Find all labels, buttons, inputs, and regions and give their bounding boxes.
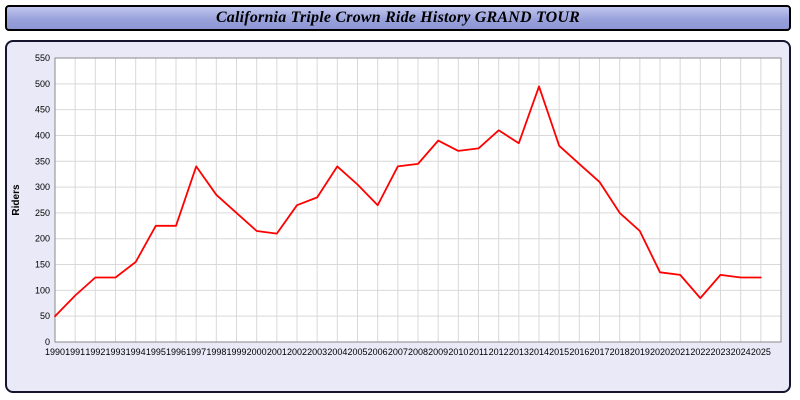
x-tick-label: 2020 — [650, 347, 670, 357]
x-tick-label: 2012 — [489, 347, 509, 357]
plot-border — [54, 57, 782, 343]
x-tick-label: 2025 — [751, 347, 771, 357]
x-tick-label: 2017 — [589, 347, 609, 357]
x-tick-label: 2007 — [388, 347, 408, 357]
x-tick-label: 2011 — [469, 347, 488, 357]
x-tick-label: 2005 — [347, 347, 367, 357]
y-tick-label: 250 — [35, 208, 50, 218]
x-tick-label: 2023 — [710, 347, 730, 357]
x-tick-label: 1996 — [166, 347, 186, 357]
y-tick-label: 400 — [35, 130, 50, 140]
x-tick-label: 2019 — [630, 347, 650, 357]
y-tick-label: 150 — [35, 260, 50, 270]
x-tick-label: 1999 — [226, 347, 246, 357]
y-tick-label: 0 — [45, 337, 50, 347]
x-tick-label: 2000 — [247, 347, 267, 357]
chart-panel: 0 50 100 150 200 250 300 350 400 450 500 550 1990 199… — [5, 40, 791, 393]
y-tick-label: 500 — [35, 79, 50, 89]
y-tick-label: 200 — [35, 234, 50, 244]
x-tick-label: 2022 — [690, 347, 710, 357]
x-tick-label: 2021 — [670, 347, 690, 357]
x-tick-label: 2008 — [408, 347, 428, 357]
x-tick-label: 2006 — [368, 347, 388, 357]
x-tick-label: 2018 — [610, 347, 630, 357]
data-line-riders — [54, 85, 762, 318]
x-tick-label: 2016 — [569, 347, 589, 357]
window-title: California Triple Crown Ride History GRA… — [215, 9, 581, 26]
x-tick-label: 2002 — [287, 347, 307, 357]
x-tick-label: 1995 — [146, 347, 166, 357]
x-tick-label: 2009 — [428, 347, 448, 357]
x-tick-label: 2013 — [509, 347, 529, 357]
x-tick-label: 2014 — [529, 347, 549, 357]
x-tick-label: 1992 — [85, 347, 105, 357]
x-tick-label: 1991 — [65, 347, 85, 357]
y-tick-label: 350 — [35, 156, 50, 166]
x-tick-label: 1997 — [186, 347, 206, 357]
y-tick-label: 100 — [35, 285, 50, 295]
x-tick-label: 2001 — [267, 347, 287, 357]
x-tick-label: 2004 — [327, 347, 347, 357]
x-tick-label: 1994 — [126, 347, 146, 357]
x-tick-label: 2003 — [307, 347, 327, 357]
y-tick-label: 50 — [40, 311, 50, 321]
y-tick-label: 550 — [35, 53, 50, 63]
y-tick-label: 450 — [35, 105, 50, 115]
x-tick-label: 1998 — [206, 347, 226, 357]
y-tick-label: 300 — [35, 182, 50, 192]
y-axis-label: Riders — [11, 184, 22, 216]
x-tick-label: 2015 — [549, 347, 569, 357]
x-tick-label: 2010 — [448, 347, 468, 357]
window-titlebar: California Triple Crown Ride History GRA… — [5, 5, 791, 31]
x-tick-label: 1990 — [45, 347, 65, 357]
x-tick-label: 1993 — [105, 347, 125, 357]
x-tick-label: 2024 — [731, 347, 751, 357]
